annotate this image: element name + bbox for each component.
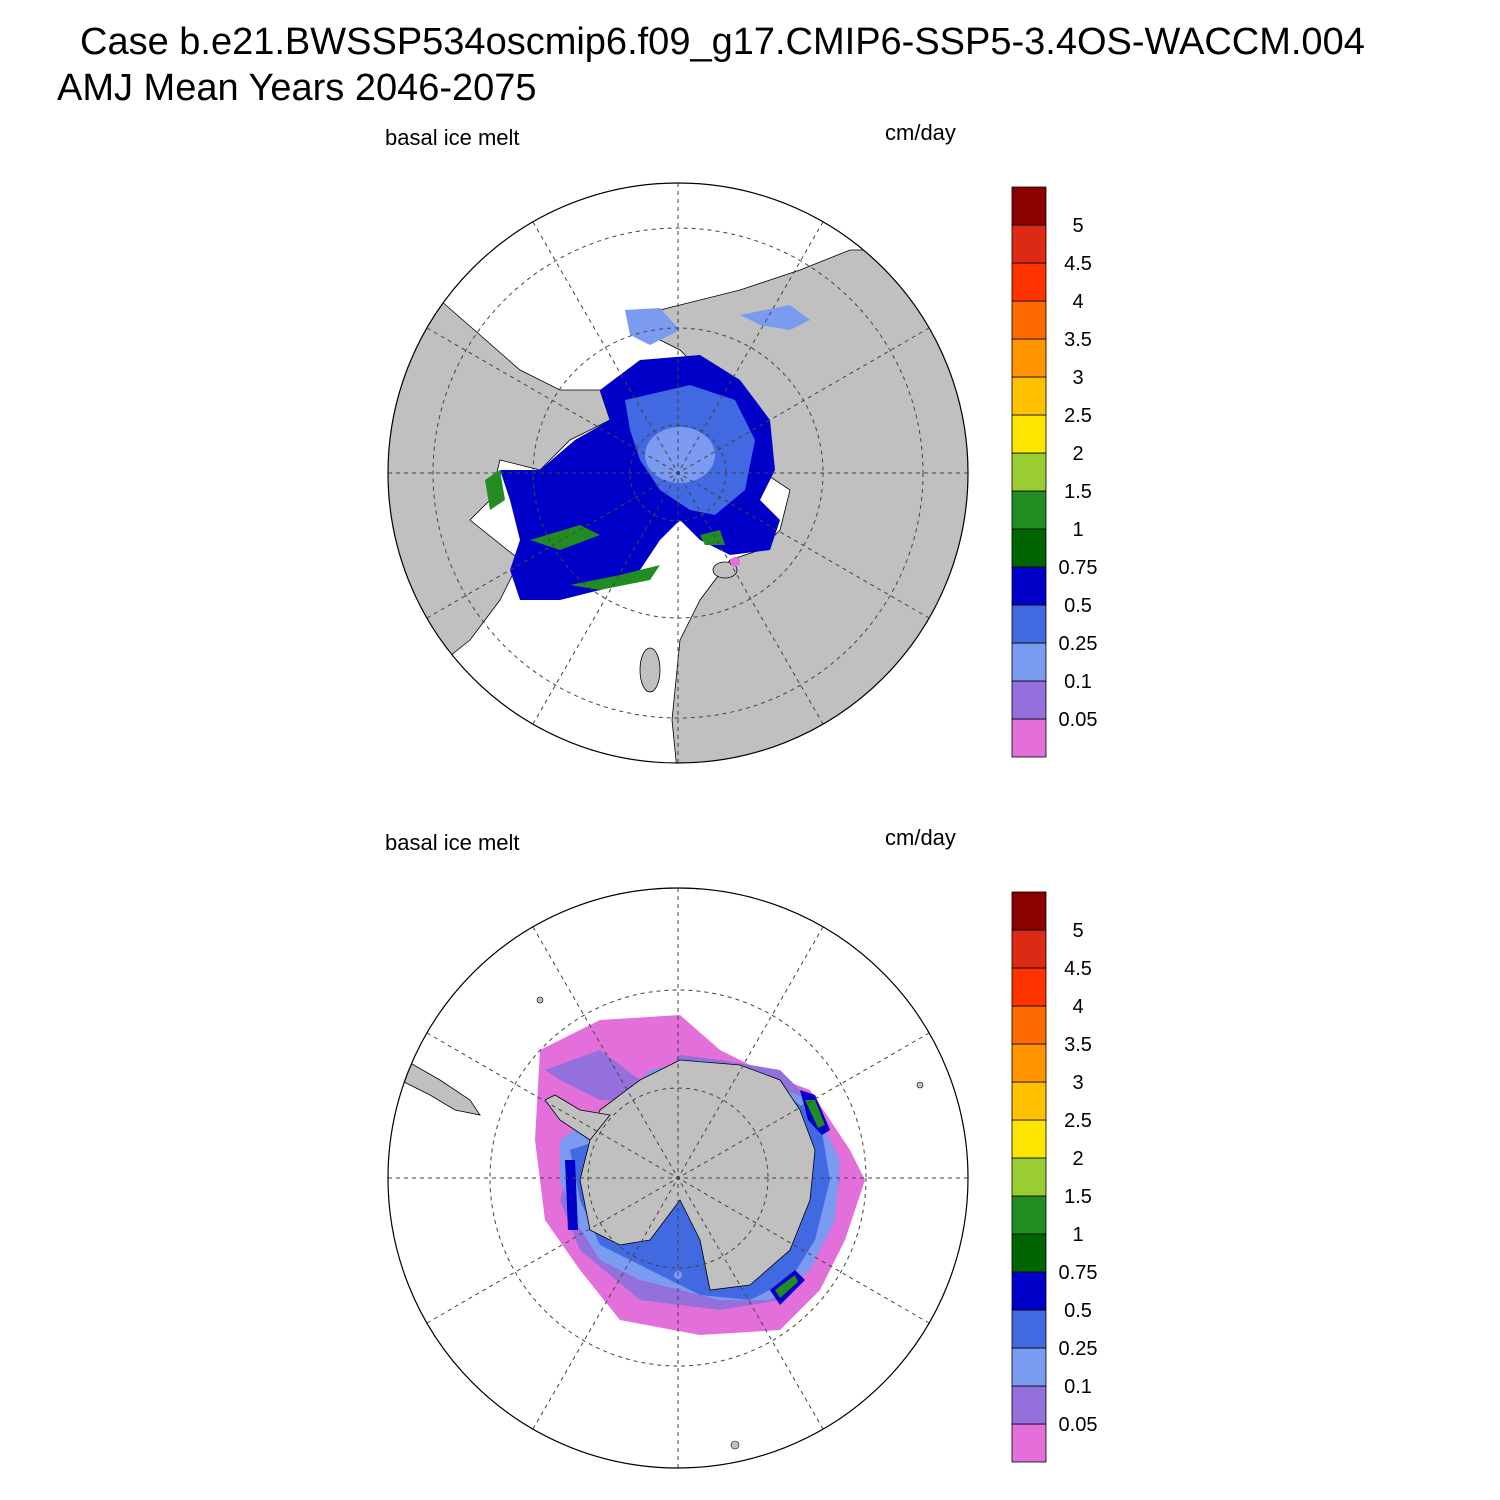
north-colorbar-box <box>1011 300 1047 340</box>
north-colorbar-tick-label: 5 <box>1072 215 1083 237</box>
north-colorbar-box <box>1011 338 1047 378</box>
south-colorbar-box <box>1011 1385 1047 1425</box>
north-colorbar-tick-label: 0.05 <box>1059 709 1098 731</box>
north-map-border <box>387 182 969 764</box>
south-colorbar-tick-label: 4.5 <box>1064 958 1092 980</box>
north-colorbar-tick-label: 2 <box>1072 443 1083 465</box>
south-colorbar-box <box>1011 1423 1047 1463</box>
north-colorbar-box <box>1011 262 1047 302</box>
north-colorbar-box <box>1011 414 1047 454</box>
north-colorbar-box <box>1011 718 1047 758</box>
south-colorbar-tick-label: 0.05 <box>1059 1414 1098 1436</box>
south-colorbar-tick-label: 1 <box>1072 1224 1083 1246</box>
south-colorbar-box <box>1011 1081 1047 1121</box>
south-colorbar-tick-label: 2.5 <box>1064 1110 1092 1132</box>
south-colorbar-tick-label: 0.1 <box>1064 1376 1092 1398</box>
north-colorbar-tick-label: 0.5 <box>1064 595 1092 617</box>
south-units-label: cm/day <box>885 825 956 850</box>
south-colorbar-box <box>1011 1043 1047 1083</box>
south-colorbar-tick-label: 0.25 <box>1059 1338 1098 1360</box>
north-colorbar-tick-label: 0.75 <box>1059 557 1098 579</box>
north-colorbar-box <box>1011 528 1047 568</box>
figure-title-line1: Case b.e21.BWSSP534oscmip6.f09_g17.CMIP6… <box>80 21 1365 63</box>
south-colorbar-box <box>1011 1157 1047 1197</box>
south-colorbar-box <box>1011 1309 1047 1349</box>
north-colorbar-box <box>1011 490 1047 530</box>
north-colorbar-tick-label: 1 <box>1072 519 1083 541</box>
south-colorbar-box <box>1011 1347 1047 1387</box>
south-colorbar-box <box>1011 1005 1047 1045</box>
south-colorbar-tick-label: 2 <box>1072 1148 1083 1170</box>
north-colorbar: 0.05 0.1 0.25 0.5 0.75 1 1.5 2 2.5 3 3.5 4 4.5 5 <box>1011 186 1098 758</box>
south-colorbar: 0.05 0.1 0.25 0.5 0.75 1 1.5 2 2.5 3 3.5 4 4.5 5 <box>1011 891 1098 1463</box>
south-colorbar-box <box>1011 967 1047 1007</box>
north-colorbar-tick-label: 0.1 <box>1064 671 1092 693</box>
north-colorbar-box <box>1011 680 1047 720</box>
north-units-label: cm/day <box>885 120 956 145</box>
north-colorbar-box <box>1011 186 1047 226</box>
north-melt-field <box>485 305 810 600</box>
north-graticule <box>388 183 968 763</box>
south-colorbar-box <box>1011 891 1047 931</box>
north-colorbar-tick-label: 3.5 <box>1064 329 1092 351</box>
south-colorbar-tick-label: 5 <box>1072 920 1083 942</box>
north-colorbar-tick-label: 2.5 <box>1064 405 1092 427</box>
north-colorbar-tick-label: 4.5 <box>1064 253 1092 275</box>
south-polar-map <box>387 887 969 1469</box>
north-colorbar-tick-label: 1.5 <box>1064 481 1092 503</box>
south-colorbar-tick-label: 1.5 <box>1064 1186 1092 1208</box>
south-colorbar-box <box>1011 1119 1047 1159</box>
figure-title-line2: AMJ Mean Years 2046-2075 <box>57 67 537 109</box>
south-graticule <box>388 888 968 1468</box>
north-colorbar-box <box>1011 566 1047 606</box>
north-variable-label: basal ice melt <box>385 125 520 150</box>
north-colorbar-tick-label: 4 <box>1072 291 1083 313</box>
south-variable-label: basal ice melt <box>385 830 520 855</box>
north-colorbar-box <box>1011 224 1047 264</box>
south-colorbar-box <box>1011 1271 1047 1311</box>
south-colorbar-box <box>1011 1195 1047 1235</box>
north-colorbar-box <box>1011 452 1047 492</box>
north-colorbar-box <box>1011 604 1047 644</box>
north-colorbar-box <box>1011 642 1047 682</box>
south-colorbar-tick-label: 4 <box>1072 996 1083 1018</box>
south-colorbar-box <box>1011 929 1047 969</box>
north-polar-map <box>387 182 969 764</box>
south-colorbar-tick-label: 3 <box>1072 1072 1083 1094</box>
south-colorbar-box <box>1011 1233 1047 1273</box>
south-colorbar-tick-label: 3.5 <box>1064 1034 1092 1056</box>
north-colorbar-tick-label: 3 <box>1072 367 1083 389</box>
north-colorbar-box <box>1011 376 1047 416</box>
south-colorbar-tick-label: 0.5 <box>1064 1300 1092 1322</box>
south-map-border <box>387 887 969 1469</box>
south-map-land <box>388 996 924 1450</box>
north-colorbar-tick-label: 0.25 <box>1059 633 1098 655</box>
south-colorbar-tick-label: 0.75 <box>1059 1262 1098 1284</box>
